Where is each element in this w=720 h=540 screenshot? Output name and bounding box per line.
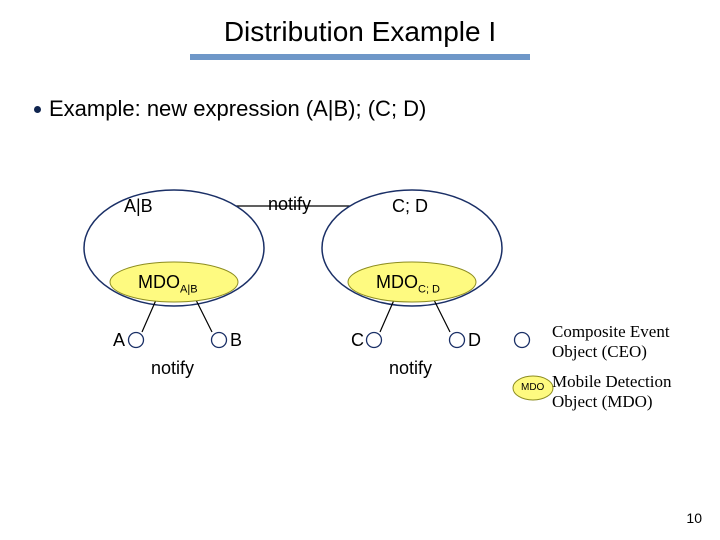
legend-ceo-text: Composite Event Object (CEO) [552,322,670,361]
slide-number: 10 [686,510,702,526]
label-top-left: A|B [124,196,153,217]
leaf-B [212,333,227,348]
label-mdo-left: MDOA|B [138,272,198,296]
label-leaf-B: B [230,330,242,351]
label-leaf-A: A [113,330,125,351]
edge-C [380,300,394,332]
label-leaf-D: D [468,330,481,351]
diagram-svg [0,0,720,540]
label-notify-right: notify [389,358,432,379]
label-top-right: C; D [392,196,428,217]
legend-ceo-marker [515,333,530,348]
edge-D [434,300,450,332]
label-leaf-C: C [351,330,364,351]
label-mdo-right: MDOC; D [376,272,440,296]
leaf-A [129,333,144,348]
edge-A [142,300,156,332]
legend-mdo-text: Mobile Detection Object (MDO) [552,372,671,411]
legend-mdo-label: MDO [521,382,544,393]
label-top-mid: notify [268,194,311,215]
edge-B [196,300,212,332]
label-notify-left: notify [151,358,194,379]
leaf-D [450,333,465,348]
leaf-C [367,333,382,348]
